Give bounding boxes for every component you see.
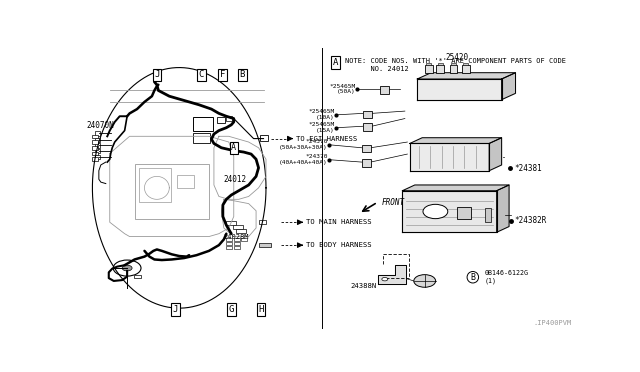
Text: J: J	[154, 70, 159, 79]
Polygon shape	[417, 73, 515, 79]
Text: B: B	[239, 70, 245, 79]
Text: *24370
(40A+40A+40A): *24370 (40A+40A+40A)	[279, 154, 328, 165]
Bar	[138, 168, 171, 202]
Text: H: H	[259, 305, 264, 314]
Bar	[227, 238, 232, 241]
Text: TO BODY HARNESS: TO BODY HARNESS	[306, 242, 371, 248]
Bar	[363, 110, 372, 118]
Bar	[236, 229, 246, 233]
Circle shape	[382, 278, 388, 281]
Bar	[227, 242, 232, 245]
Text: *24381: *24381	[514, 164, 541, 173]
Bar	[362, 159, 371, 167]
Circle shape	[113, 260, 141, 276]
Text: A: A	[333, 58, 338, 67]
Bar	[95, 144, 100, 148]
Polygon shape	[403, 191, 497, 232]
Polygon shape	[502, 73, 515, 100]
Text: *24370
(50A+30A+30A): *24370 (50A+30A+30A)	[279, 140, 328, 150]
Bar	[457, 207, 471, 219]
Polygon shape	[489, 138, 502, 171]
Bar	[485, 208, 492, 222]
Bar	[95, 131, 100, 136]
Bar	[241, 238, 247, 241]
Circle shape	[122, 265, 132, 271]
Bar	[217, 117, 225, 122]
Bar	[92, 157, 99, 161]
Bar	[92, 135, 99, 138]
Bar	[95, 155, 100, 159]
Bar	[234, 246, 240, 249]
Bar	[234, 238, 240, 241]
Bar	[462, 65, 470, 73]
Bar	[463, 63, 468, 65]
Bar	[451, 63, 456, 65]
Polygon shape	[497, 185, 509, 232]
Bar	[260, 135, 269, 141]
Text: A: A	[231, 143, 236, 152]
Bar	[227, 246, 232, 249]
Bar	[92, 140, 99, 144]
Bar	[426, 63, 431, 65]
Bar	[234, 242, 240, 245]
Text: 24028M: 24028M	[224, 234, 250, 240]
Polygon shape	[417, 79, 502, 100]
Text: 0B146-6122G
(1): 0B146-6122G (1)	[484, 270, 528, 284]
Bar	[259, 220, 266, 224]
Bar	[134, 275, 141, 278]
Bar	[227, 221, 236, 225]
Text: *25465M
(50A): *25465M (50A)	[329, 84, 355, 94]
Bar	[425, 65, 433, 73]
Bar	[363, 124, 372, 131]
Text: 25420: 25420	[445, 53, 468, 62]
Bar	[92, 146, 99, 150]
Text: *25465M
(10A): *25465M (10A)	[308, 109, 335, 120]
Text: G: G	[228, 305, 234, 314]
Text: .IP400PVM: .IP400PVM	[534, 320, 572, 326]
Bar	[449, 65, 458, 73]
Bar	[380, 86, 389, 94]
Polygon shape	[410, 138, 502, 144]
Bar	[134, 164, 209, 219]
Bar	[92, 152, 99, 155]
Text: TO MAIN HARNESS: TO MAIN HARNESS	[306, 219, 371, 225]
Circle shape	[414, 275, 436, 287]
Text: 24388N: 24388N	[350, 283, 376, 289]
Text: B: B	[470, 273, 476, 282]
Bar	[438, 63, 443, 65]
Bar	[193, 117, 213, 131]
Bar	[95, 138, 100, 142]
Text: *24382R: *24382R	[514, 216, 547, 225]
Bar	[227, 116, 232, 121]
Text: FRONT: FRONT	[381, 198, 404, 207]
Circle shape	[423, 204, 448, 219]
Bar	[177, 175, 194, 188]
Text: C: C	[199, 70, 204, 79]
Polygon shape	[410, 144, 489, 171]
Polygon shape	[378, 265, 406, 284]
Text: NOTE: CODE NOS. WITH '*' ARE COMPONENT PARTS OF CODE
      NO. 24012: NOTE: CODE NOS. WITH '*' ARE COMPONENT P…	[346, 58, 566, 72]
Text: J: J	[173, 305, 178, 314]
Bar	[259, 243, 271, 247]
Text: 24012: 24012	[224, 175, 247, 184]
Bar	[436, 65, 444, 73]
Text: 24070N: 24070N	[86, 121, 114, 130]
Text: *25465M
(15A): *25465M (15A)	[308, 122, 335, 133]
Bar	[362, 145, 371, 153]
Text: TO EGI HARNESS: TO EGI HARNESS	[296, 135, 357, 142]
Bar	[233, 225, 243, 230]
Bar	[193, 132, 211, 144]
Polygon shape	[403, 185, 509, 191]
Bar	[95, 149, 100, 154]
Text: F: F	[220, 70, 225, 79]
